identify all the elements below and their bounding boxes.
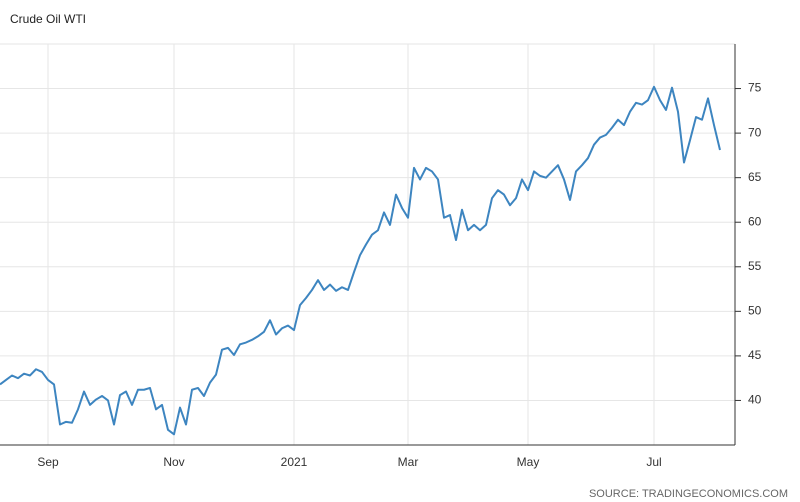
chart-title: Crude Oil WTI (10, 12, 86, 26)
source-note: SOURCE: TRADINGECONOMICS.COM (589, 488, 788, 500)
y-tick-label: 45 (748, 348, 762, 362)
y-tick-label: 75 (748, 81, 762, 95)
y-tick-label: 65 (748, 170, 762, 184)
price-line (0, 85, 721, 436)
y-tick-label: 60 (748, 214, 762, 228)
x-tick-label: Sep (37, 455, 59, 469)
x-tick-label: 2021 (281, 455, 308, 469)
y-tick-label: 55 (748, 259, 762, 273)
x-tick-label: May (517, 455, 540, 469)
x-tick-label: Nov (163, 455, 184, 469)
y-tick-label: 70 (748, 125, 762, 139)
y-tick-label: 50 (748, 304, 762, 318)
x-tick-label: Mar (398, 455, 419, 469)
y-tick-label: 40 (748, 393, 762, 407)
x-tick-label: Jul (646, 455, 661, 469)
